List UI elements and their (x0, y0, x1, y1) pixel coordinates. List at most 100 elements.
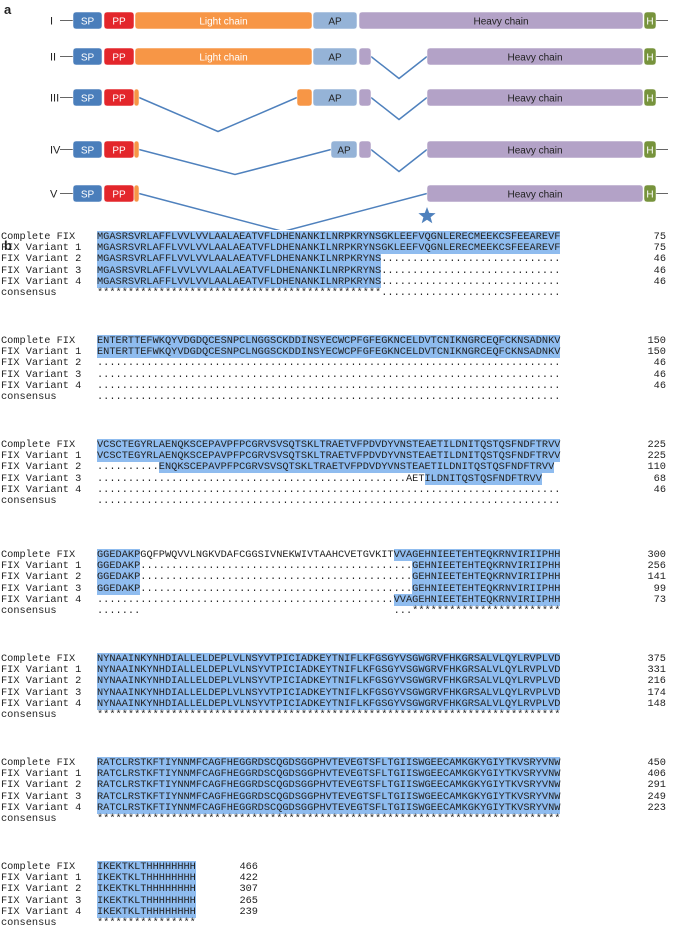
domain-sp-3-0 (72, 140, 103, 159)
conserved-highlight: GEHNIEETEHTEQKRNVIRIIPHH (412, 560, 561, 573)
sequence-name: FIX Variant 2 (1, 883, 82, 896)
sequence-row: ........................................… (97, 368, 561, 381)
conserved-highlight: VCSCTEGYRLAENQKSCEPAVPFPCGRVSVSQTSKLTRAE… (97, 439, 561, 451)
sequence-row: NYNAAINKYNHDIALLELDEPLVLNSYVTPICIADKEYTN… (97, 675, 561, 688)
domain-label-2-4: AP (328, 94, 342, 105)
panel-b-label: b (4, 238, 12, 253)
conserved-highlight: GGEDAKP (97, 571, 141, 584)
domain-h-1-6 (643, 47, 657, 66)
sequence-name: FIX Variant 2 (1, 357, 82, 370)
domain-hc-2-6 (426, 88, 644, 107)
residue-count: 331 (647, 664, 666, 677)
sequence-row: RATCLRSTKFTIYNNMFCAGFHEGGRDSCQGDSGGPHVTE… (97, 768, 561, 781)
residue-count: 46 (653, 275, 666, 288)
sequence-name: FIX Variant 2 (1, 253, 82, 266)
domain-hcsmall-2-5 (358, 88, 372, 107)
sequence-name: consensus (1, 709, 57, 721)
domain-hc-3-5 (426, 140, 644, 159)
domain-label-2-7: H (646, 94, 653, 105)
domain-lcsmall-2-2 (133, 88, 140, 107)
conserved-highlight: MGASRSVRLAFFLVVLVVLAALAEATVFLDHENANKILNR… (97, 275, 382, 288)
domain-lcsmall-2-3 (296, 88, 313, 107)
residue-count: 256 (647, 560, 666, 573)
conserved-highlight: GGEDAKP (97, 582, 141, 595)
sequence-name: FIX Variant 3 (1, 368, 82, 381)
residue-count: 375 (647, 653, 666, 665)
sequence-name: FIX Variant 4 (1, 905, 82, 918)
sequence-row: MGASRSVRLAFFLVVLVVLAALAEATVFLDHENANKILNR… (97, 264, 561, 277)
sequence-row: ENTERTTEFWKQYVDGDQCESNPCLNGGSCKDDINSYECW… (97, 346, 561, 359)
conserved-highlight: ENQKSCEPAVPFPCGRVSVSQTSKLTRAETVFPDVDYVNS… (158, 461, 555, 474)
sequence-row: ....... ...************************ (97, 605, 561, 617)
conserved-highlight: IKEKTKLTHHHHHHHH (97, 905, 196, 918)
domain-label-4-3: Heavy chain (507, 190, 562, 201)
sequence-row: GGEDAKP.................................… (97, 582, 561, 595)
domain-label-3-0: SP (81, 146, 95, 157)
sequence-row: RATCLRSTKFTIYNNMFCAGFHEGGRDSCQGDSGGPHVTE… (97, 801, 561, 814)
sequence-row: ........................................… (97, 472, 542, 485)
sequence-name: FIX Variant 3 (1, 894, 82, 907)
row-label-0: I (50, 16, 53, 28)
residue-count: 406 (647, 768, 666, 781)
conserved-highlight: IKEKTKLTHHHHHHHH (97, 872, 196, 885)
sequence-row: NYNAAINKYNHDIALLELDEPLVLNSYVTPICIADKEYTN… (97, 664, 561, 677)
sequence-row: IKEKTKLTHHHHHHHH (97, 861, 196, 873)
residue-count: 466 (239, 861, 258, 873)
residue-count: 422 (239, 872, 258, 885)
domain-label-2-0: SP (81, 94, 95, 105)
sequence-row: ........................................… (97, 357, 561, 370)
sequence-name: FIX Variant 1 (1, 872, 82, 885)
sequence-name: Complete FIX (1, 231, 76, 243)
intron-line-3-1 (370, 148, 428, 173)
sequence-row: ****************************************… (97, 813, 561, 825)
domain-h-4-4 (643, 184, 657, 203)
conserved-highlight: NYNAAINKYNHDIALLELDEPLVLNSYVTPICIADKEYTN… (97, 686, 561, 699)
conserved-highlight: IKEKTKLTHHHHHHHH (97, 894, 196, 907)
conserved-highlight: MGASRSVRLAFFLVVLVVLAALAEATVFLDHENANKILNR… (97, 242, 561, 255)
conserved-highlight: GEHNIEETEHTEQKRNVIRIIPHH (412, 582, 561, 595)
conserved-highlight: ENTERTTEFWKQYVDGDQCESNPCLNGGSCKDDINSYECW… (97, 335, 561, 347)
residue-count: 46 (653, 264, 666, 277)
domain-structure-diagram: I SP PP Light chain AP Heavy chain H II SP PP Ligh… (50, 11, 668, 230)
sequence-row: NYNAAINKYNHDIALLELDEPLVLNSYVTPICIADKEYTN… (97, 697, 561, 710)
row-label-3: IV (50, 145, 61, 157)
intron-line-1-0 (370, 55, 428, 80)
sequence-row: ........................................… (97, 379, 561, 392)
sequence-name: FIX Variant 2 (1, 675, 82, 688)
residue-count: 148 (647, 697, 666, 710)
conserved-highlight: NYNAAINKYNHDIALLELDEPLVLNSYVTPICIADKEYTN… (97, 697, 561, 710)
residue-count: 46 (653, 483, 666, 496)
conserved-highlight: RATCLRSTKFTIYNNMFCAGFHEGGRDSCQGDSGGPHVTE… (97, 801, 561, 814)
conserved-highlight: IKEKTKLTHHHHHHHH (97, 861, 196, 873)
domain-label-4-1: PP (112, 190, 126, 201)
residue-count: 73 (653, 593, 666, 606)
domain-label-0-4: Heavy chain (473, 17, 528, 28)
domain-ap-0-3 (312, 11, 358, 30)
domain-label-3-3: AP (337, 146, 351, 157)
row-label-2: III (50, 93, 59, 105)
intron-line-4-0 (138, 192, 428, 230)
domain-sp-4-0 (72, 184, 103, 203)
sequence-name: Complete FIX (1, 757, 76, 769)
residue-count: 75 (653, 242, 666, 255)
residue-count: 291 (647, 779, 666, 792)
sequence-name: FIX Variant 1 (1, 560, 82, 573)
domain-label-3-5: Heavy chain (507, 146, 562, 157)
sequence-row: IKEKTKLTHHHHHHHH (97, 894, 196, 907)
conserved-highlight: RATCLRSTKFTIYNNMFCAGFHEGGRDSCQGDSGGPHVTE… (97, 790, 561, 803)
domain-hc-1-5 (426, 47, 644, 66)
domain-label-2-6: Heavy chain (507, 94, 562, 105)
sequence-row: ........................................… (97, 593, 561, 606)
conserved-highlight: VVAGEHNIEETEHTEQKRNVIRIIPHH (393, 593, 561, 606)
sequence-name: Complete FIX (1, 549, 76, 561)
domain-label-3-6: H (646, 146, 653, 157)
residue-count: 141 (647, 571, 666, 584)
sequence-row: MGASRSVRLAFFLVVLVVLAALAEATVFLDHENANKILNR… (97, 231, 561, 243)
residue-count: 99 (653, 582, 666, 595)
sequence-name: FIX Variant 1 (1, 664, 82, 677)
residue-count: 68 (653, 472, 666, 485)
sequence-row: ..........ENQKSCEPAVPFPCGRVSVSQTSKLTRAET… (97, 461, 555, 474)
domain-hc-0-4 (358, 11, 644, 30)
sequence-name: FIX Variant 1 (1, 242, 82, 255)
domain-label-4-4: H (646, 190, 653, 201)
